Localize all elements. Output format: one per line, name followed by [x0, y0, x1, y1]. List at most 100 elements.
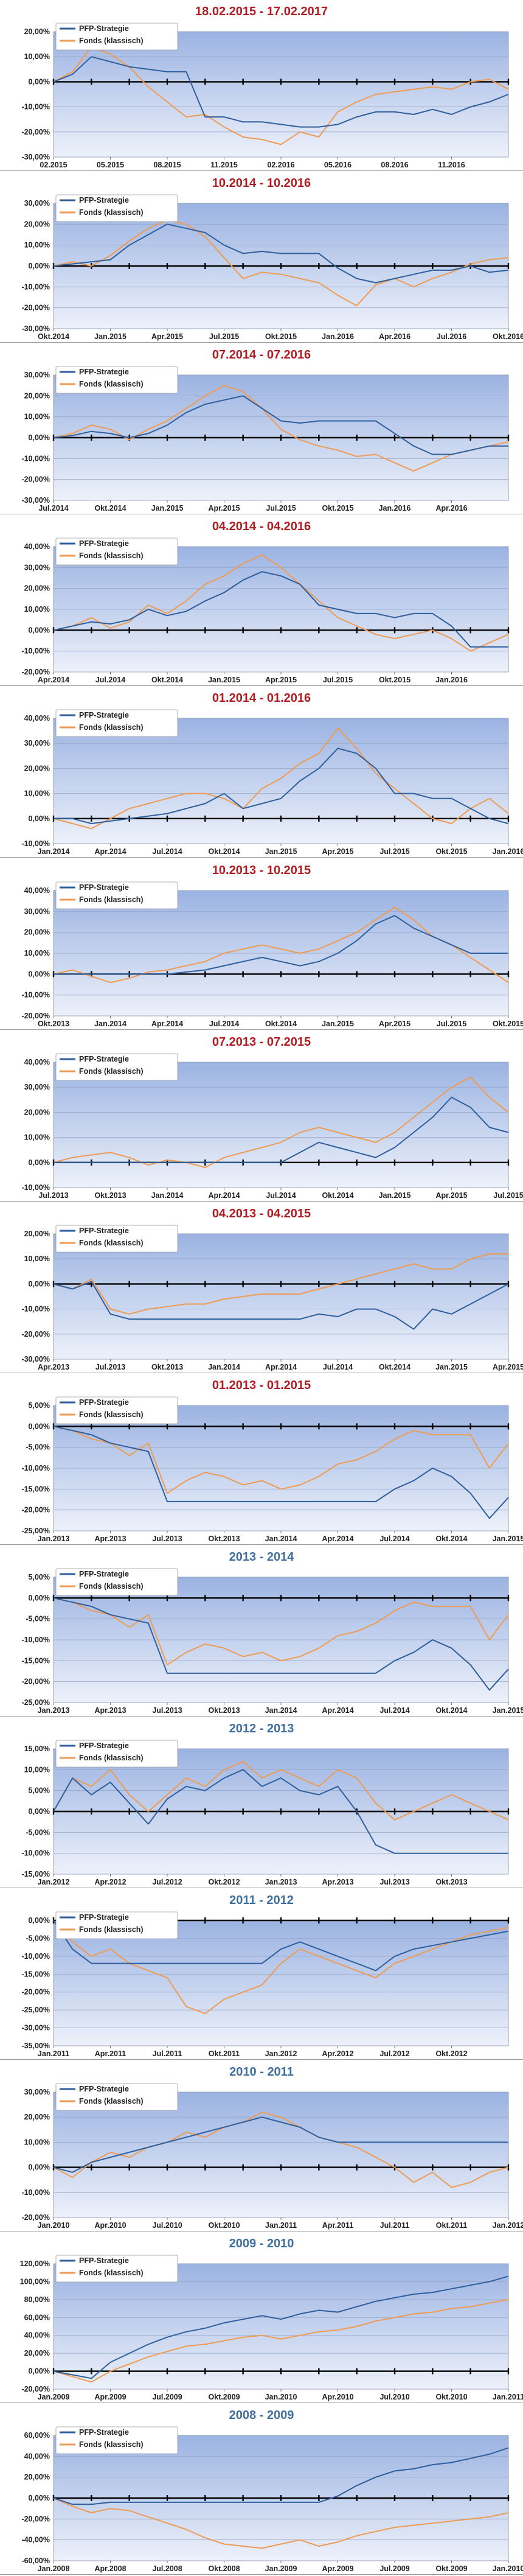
series-line-strategy [53, 223, 509, 284]
chart-title: 2012 - 2013 [229, 1722, 294, 1735]
y-tick-label: -30,00% [21, 1355, 50, 1363]
y-tick-label: -20,00% [21, 1505, 50, 1514]
x-tick-label: Jan.2015 [435, 1363, 468, 1371]
x-tick-label: Okt.2014 [151, 676, 183, 684]
y-tick-label: -20,00% [21, 2385, 50, 2393]
series-line-fund [53, 1760, 509, 1821]
line-chart: -30,00% -20,00% -10,00% 0,00% 10,00% 20,00% 02… [21, 23, 510, 169]
chart-title: 01.2014 - 01.2016 [212, 691, 311, 705]
x-tick-label: Jul.2013 [95, 1363, 125, 1371]
y-tick-label: -10,00% [21, 990, 50, 999]
x-tick-label: Jul.2015 [437, 1020, 466, 1028]
y-tick-label: 20,00% [24, 1108, 50, 1116]
x-tick-label: Jul.2014 [209, 1020, 239, 1028]
chart-panel: 2012 - 2013 -15,00% -10,00% -5,00% 0,00% 5,00… [0, 1717, 523, 1889]
y-tick-label: -20,00% [21, 668, 50, 676]
x-tick-label: Apr.2012 [94, 1878, 126, 1886]
chart-panel: 2008 - 2009 -60,00% -40,00% -20,00% 0,00% 20,… [0, 2404, 523, 2575]
x-tick-label: Jul.2015 [493, 1191, 523, 1200]
line-chart: -30,00% -20,00% -10,00% 0,00% 10,00% 20,00% 30… [21, 194, 523, 341]
x-tick-label: Apr.2016 [379, 332, 410, 341]
x-tick-label: Okt.2014 [435, 1706, 467, 1715]
y-tick-label: 10,00% [24, 1765, 50, 1774]
legend-box [55, 2426, 178, 2454]
y-tick-label: 120,00% [20, 2259, 50, 2268]
x-tick-label: Jan.2014 [151, 1191, 184, 1200]
x-tick-label: Jan.2015 [208, 676, 240, 684]
chart-panel: 07.2013 - 07.2015 -10,00% 0,00% 10,00% 20,00… [0, 1031, 523, 1202]
y-tick-label: 20,00% [24, 220, 50, 228]
y-tick-label: 5,00% [29, 1787, 50, 1795]
x-tick-label: Okt.2009 [208, 2393, 240, 2401]
panel-divider [0, 1200, 523, 1202]
series-line-strategy [53, 56, 509, 128]
y-tick-label: -10,00% [21, 1464, 50, 1472]
y-tick-label: 80,00% [24, 2295, 50, 2304]
x-tick-label: Jan.2015 [493, 1706, 523, 1715]
series-line-fund [53, 385, 509, 472]
legend-box [55, 23, 178, 51]
x-tick-label: Jan.2011 [38, 2049, 69, 2058]
y-tick-label: 0,00% [29, 1594, 50, 1602]
x-tick-label: Okt.2015 [322, 504, 353, 513]
series-line-fund [53, 219, 509, 307]
y-tick-label: -60,00% [21, 2557, 50, 2565]
legend-label: PFP-Strategie [79, 711, 129, 719]
y-tick-label: -20,00% [21, 1988, 50, 1997]
x-tick-label: Apr.2012 [322, 2049, 353, 2058]
x-tick-label: Jan.2014 [94, 1020, 126, 1028]
y-tick-label: 40,00% [24, 542, 50, 551]
x-tick-label: Apr.2015 [379, 1020, 410, 1028]
line-chart: -25,00% -20,00% -15,00% -10,00% -5,00% 0,00% 5… [21, 1396, 523, 1543]
legend-label: PFP-Strategie [79, 2428, 129, 2437]
chart-title: 07.2013 - 07.2015 [212, 1035, 311, 1049]
y-tick-label: 40,00% [24, 886, 50, 895]
y-tick-label: -25,00% [21, 1698, 50, 1707]
legend-label: PFP-Strategie [79, 1570, 129, 1578]
plot-area [53, 718, 509, 844]
x-tick-label: Apr.2014 [38, 676, 69, 684]
legend: PFP-Strategie Fonds (klassisch) [55, 1053, 178, 1080]
legend-label: Fonds (klassisch) [79, 208, 144, 217]
x-tick-label: Okt.2015 [265, 332, 297, 341]
x-tick-label: Jul.2014 [379, 1706, 409, 1715]
y-tick-label: 20,00% [24, 584, 50, 593]
series-line-strategy [54, 1096, 509, 1163]
x-tick-label: 05.2015 [97, 161, 124, 169]
x-tick-label: Jan.2008 [38, 2564, 70, 2573]
series-line-fund [53, 554, 509, 652]
y-tick-label: 20,00% [24, 1230, 50, 1238]
series-line-strategy [54, 914, 508, 975]
x-tick-label: Jan.2015 [265, 847, 297, 856]
legend-box [55, 1740, 178, 1768]
x-tick-label: Apr.2009 [322, 2564, 353, 2573]
x-tick-label: Jan.2014 [38, 847, 70, 856]
x-tick-label: 08.2016 [381, 161, 408, 169]
legend-label: Fonds (klassisch) [79, 37, 144, 45]
chart-panel: 01.2014 - 01.2016 -10,00% 0,00% 10,00% 20,00… [0, 687, 523, 858]
x-tick-label: Jul.2014 [38, 504, 68, 513]
y-tick-label: 0,00% [29, 1158, 50, 1166]
series-line-strategy [53, 395, 508, 455]
x-tick-label: Jul.2014 [266, 1191, 296, 1200]
x-tick-label: Jan.2015 [493, 1535, 523, 1543]
chart-title: 01.2013 - 01.2015 [212, 1378, 311, 1392]
x-tick-label: Okt.2013 [38, 1020, 69, 1028]
y-tick-label: 40,00% [24, 2452, 50, 2461]
chart-panel: 10.2013 - 10.2015 -20,00% -10,00% 0,00% 10,0… [0, 859, 523, 1031]
legend-box [55, 1053, 178, 1080]
x-tick-label: Jul.2010 [379, 2393, 409, 2401]
line-chart: -10,00% 0,00% 10,00% 20,00% 30,00% 40,00% Jan.… [21, 709, 523, 856]
y-tick-label: 10,00% [24, 1133, 50, 1141]
x-tick-label: Okt.2013 [208, 1535, 240, 1543]
legend: PFP-Strategie Fonds (klassisch) [55, 2426, 178, 2454]
x-tick-label: Jan.2015 [151, 504, 184, 513]
line-chart: -20,00% 0,00% 20,00% 40,00% 60,00% 80,00% 100,… [20, 2255, 523, 2401]
y-tick-label: 10,00% [24, 241, 50, 250]
line-chart: -20,00% -10,00% 0,00% 10,00% 20,00% 30,00% 40,… [21, 537, 510, 684]
legend-box [55, 2083, 178, 2111]
line-chart: -20,00% -10,00% 0,00% 10,00% 20,00% 30,00% 40,… [21, 881, 523, 1028]
y-tick-label: 10,00% [24, 949, 50, 957]
y-tick-label: 0,00% [29, 1916, 50, 1925]
x-tick-label: Apr.2015 [493, 1363, 523, 1371]
